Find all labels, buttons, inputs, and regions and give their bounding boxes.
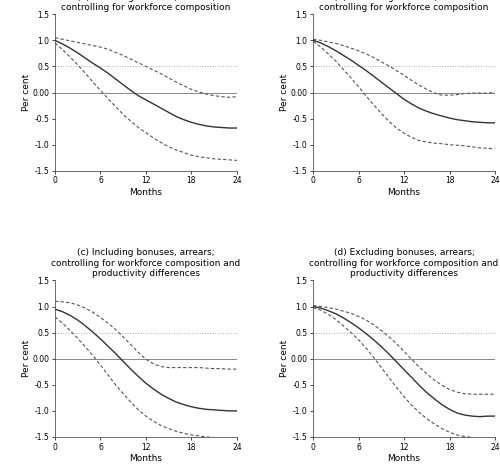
Y-axis label: Per cent: Per cent (280, 74, 289, 111)
X-axis label: Months: Months (388, 188, 420, 197)
Y-axis label: Per cent: Per cent (22, 340, 31, 377)
Title: (c) Including bonuses, arrears;
controlling for workforce composition and
produc: (c) Including bonuses, arrears; controll… (52, 248, 240, 278)
Title: (d) Excluding bonuses, arrears;
controlling for workforce composition and
produc: (d) Excluding bonuses, arrears; controll… (310, 248, 498, 278)
X-axis label: Months: Months (130, 454, 162, 463)
Y-axis label: Per cent: Per cent (22, 74, 31, 111)
X-axis label: Months: Months (130, 188, 162, 197)
Title: (b) Excluding bonuses, arrears;
controlling for workforce composition: (b) Excluding bonuses, arrears; controll… (320, 0, 489, 12)
Y-axis label: Per cent: Per cent (280, 340, 289, 377)
X-axis label: Months: Months (388, 454, 420, 463)
Title: (a) Including bonuses, arrears;
controlling for workforce composition: (a) Including bonuses, arrears; controll… (61, 0, 230, 12)
